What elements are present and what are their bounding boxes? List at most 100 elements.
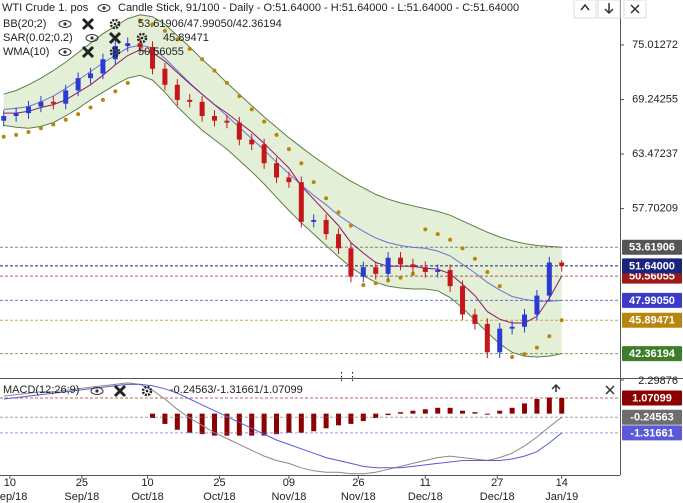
- sar-dot: [187, 46, 192, 51]
- candle-body: [249, 139, 255, 145]
- collapse-icon: [580, 3, 590, 11]
- candle-body: [212, 115, 218, 121]
- sar-dot: [448, 237, 453, 242]
- remove-icon[interactable]: [81, 45, 95, 59]
- sar-dot: [1, 134, 6, 139]
- value-tag-label: -0.24563: [630, 412, 673, 424]
- sar-dot: [286, 147, 291, 152]
- sar-dot: [237, 94, 242, 99]
- sar-dot: [262, 119, 267, 124]
- macd-bar: [187, 413, 193, 433]
- macd-bar: [398, 412, 404, 414]
- settings-icon[interactable]: [109, 18, 121, 30]
- collapse-button[interactable]: [573, 0, 597, 19]
- candle-body: [435, 270, 441, 272]
- sar-dot: [138, 18, 143, 23]
- sar-dot: [472, 256, 477, 261]
- sar-dot: [485, 269, 490, 274]
- candle-body: [63, 90, 69, 104]
- x-tick-sublabel: Jan/19: [545, 491, 578, 503]
- resize-handle[interactable]: ⋮⋮: [336, 371, 358, 383]
- indicator-controls: [90, 384, 153, 398]
- sar-dot: [38, 126, 43, 131]
- legend: WTI Crude 1. pos Candle Stick, 91/100 - …: [2, 2, 519, 398]
- candle-body: [323, 219, 329, 235]
- candle-body: [75, 78, 81, 91]
- macd-bar: [385, 413, 391, 416]
- candle-body: [460, 286, 466, 315]
- x-tick-label: 27: [491, 477, 503, 489]
- candle-body: [88, 73, 94, 79]
- candle-body: [534, 295, 540, 315]
- eye-icon[interactable]: [58, 20, 72, 28]
- macd-up-icon[interactable]: [551, 383, 561, 392]
- candle-body: [274, 163, 280, 178]
- eye-pupil: [63, 22, 67, 26]
- sar-dot: [274, 132, 279, 137]
- candle-body: [137, 43, 143, 47]
- sar-dot: [435, 232, 440, 237]
- settings-icon[interactable]: [141, 385, 153, 397]
- eye-icon[interactable]: [97, 4, 111, 12]
- sar-dot: [510, 355, 515, 360]
- candle-body: [187, 99, 193, 102]
- candle-body: [385, 257, 391, 274]
- y-tick-label: 63.47237: [632, 148, 678, 160]
- macd-bar: [261, 413, 267, 436]
- settings-hub: [113, 22, 117, 26]
- x-tick-sublabel: Oct/18: [131, 491, 163, 503]
- candle-body: [559, 262, 565, 266]
- macd-bar: [150, 413, 156, 419]
- value-tag: 45.89471: [622, 312, 682, 328]
- settings-hub: [140, 36, 144, 40]
- eye-icon[interactable]: [90, 387, 104, 395]
- remove-icon[interactable]: [113, 384, 127, 398]
- candle-body: [162, 68, 168, 85]
- macd-bar: [224, 413, 230, 436]
- band-fill: [3, 14, 562, 358]
- sar-dot: [361, 283, 366, 288]
- candle-body: [546, 262, 552, 296]
- macd-bar: [497, 410, 503, 414]
- indicator-value: 53.61906/47.99050/42.36194: [138, 18, 282, 30]
- settings-icon[interactable]: [109, 46, 121, 58]
- candle-body: [398, 257, 404, 265]
- candle-body: [509, 326, 515, 329]
- settings-icon[interactable]: [136, 32, 148, 44]
- indicator-value: 45.89471: [163, 32, 209, 44]
- x-tick-label: 09: [283, 477, 295, 489]
- eye-icon[interactable]: [58, 48, 72, 56]
- value-tag: 47.99050: [622, 292, 682, 308]
- candle-body: [286, 177, 292, 183]
- candle-body: [38, 101, 44, 107]
- macd-bar: [298, 413, 304, 433]
- sar-dot: [26, 130, 31, 135]
- y-tick-label: 69.24255: [632, 93, 678, 105]
- macd-bar: [336, 413, 342, 426]
- value-tag-box: [622, 292, 682, 308]
- remove-icon[interactable]: [81, 17, 95, 31]
- candle-body: [199, 101, 205, 116]
- macd-close-icon[interactable]: [605, 385, 615, 395]
- candle-body: [261, 144, 267, 164]
- y-tick-label: 2.29876: [638, 375, 678, 387]
- indicator-line: [3, 44, 562, 302]
- indicator-name: WMA(10): [3, 46, 49, 58]
- macd-bar: [435, 407, 441, 414]
- sar-dot: [88, 105, 93, 110]
- indicator-name: MACD(12;26;9): [3, 384, 79, 396]
- candle-body: [522, 314, 528, 327]
- macd-bar: [546, 397, 552, 414]
- candle-body: [373, 267, 379, 274]
- candle-body: [348, 248, 354, 277]
- x-tick-sublabel: Sep/18: [64, 491, 99, 503]
- sar-dot: [348, 223, 353, 228]
- macd-bar: [162, 413, 168, 424]
- remove-icon[interactable]: [108, 31, 122, 45]
- candle-body: [447, 270, 453, 287]
- candle-body: [50, 101, 56, 104]
- macd-bar: [472, 412, 478, 414]
- sar-dot: [249, 107, 254, 112]
- eye-icon[interactable]: [85, 34, 99, 42]
